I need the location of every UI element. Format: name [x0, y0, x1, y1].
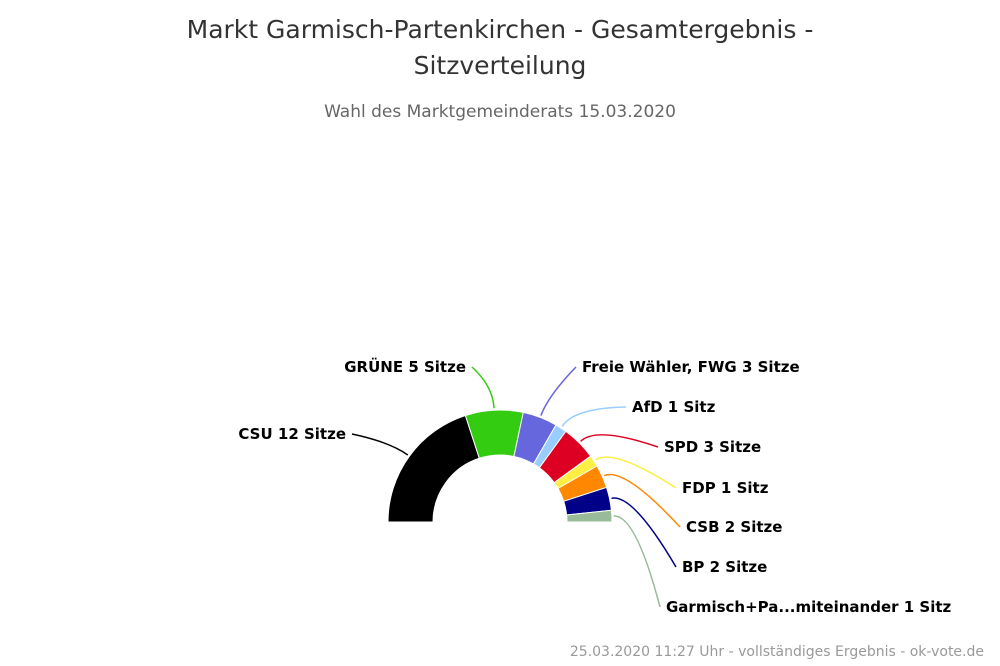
slice-csu[interactable] [387, 414, 480, 523]
slice-label: Freie Wähler, FWG 3 Sitze [582, 358, 800, 376]
slice-label: CSU 12 Sitze [238, 425, 346, 443]
connector-line [351, 433, 409, 456]
connector-line [613, 515, 661, 608]
slice-label: BP 2 Sitze [682, 558, 767, 576]
slice-label: Garmisch+Pa...miteinander 1 Sitz [666, 598, 952, 616]
slice-label: AfD 1 Sitz [632, 398, 716, 416]
slice-label: CSB 2 Sitze [686, 518, 782, 536]
connector-line [611, 497, 677, 568]
connector-line [561, 406, 627, 427]
connector-line [603, 473, 681, 528]
slice-label: FDP 1 Sitz [682, 479, 769, 497]
slice-label: SPD 3 Sitze [664, 438, 761, 456]
chart-subtitle: Wahl des Marktgemeinderats 15.03.2020 [324, 102, 676, 122]
connector-line [471, 366, 495, 409]
slice-garmisch-pa-miteinander[interactable] [566, 509, 613, 523]
chart-title: Markt Garmisch-Partenkirchen - Gesamterg… [186, 15, 814, 80]
connector-line [580, 434, 659, 448]
slice-label: GRÜNE 5 Sitze [344, 357, 466, 376]
connector-line [540, 366, 577, 416]
chart-credits: 25.03.2020 11:27 Uhr - vollständiges Erg… [569, 644, 984, 660]
connector-line [595, 456, 677, 489]
